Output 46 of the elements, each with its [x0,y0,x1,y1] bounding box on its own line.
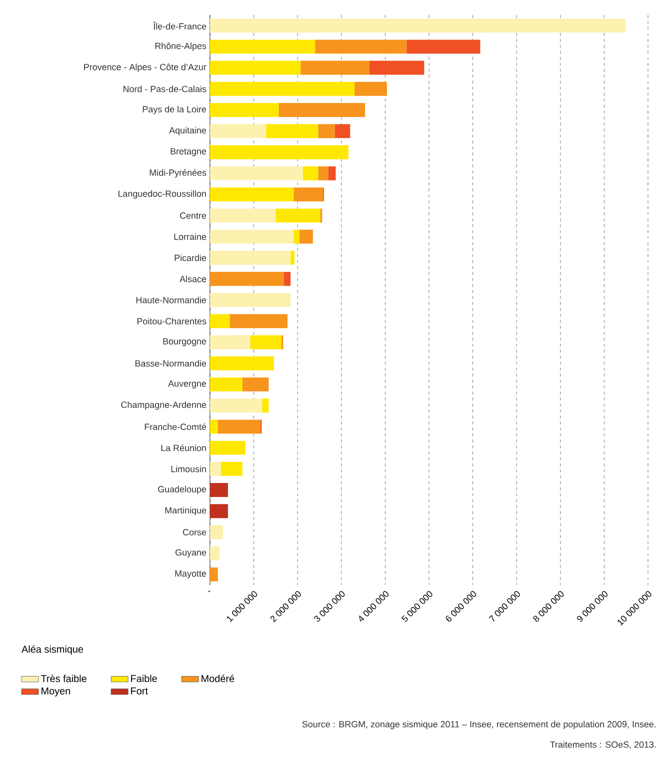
y-tick-label: Île-de-France [152,22,206,30]
y-tick-label: Bretagne [170,148,206,156]
x-tick-label: - [208,590,210,592]
y-tick-label: Lorraine [174,233,206,240]
source-note: Source : BRGM, zonage sismique 2011 – Insee, recensement de population 2009, Insee. [302,720,656,730]
y-tick-label: Alsace [180,276,206,282]
x-tick-label: 8 000 000 [533,591,564,622]
y-tick-label: Guadeloupe [158,486,206,494]
x-tick-label: 1 000 000 [226,591,258,622]
y-tick-label: Centre [180,212,206,219]
x-tick-label: 7 000 000 [488,591,520,622]
y-tick-label: Corse [183,529,206,536]
y-tick-label: Guyane [176,549,206,558]
legend-title: Aléa sismique [22,645,84,655]
y-tick-label: Auvergne [168,380,206,388]
y-tick-label: Haute-Normandie [136,296,206,304]
x-tick-label: 2 000 000 [270,591,301,622]
x-tick-label: 3 000 000 [314,591,345,622]
y-tick-label: Rhône-Alpes [155,42,206,51]
y-tick-label: Picardie [174,254,206,262]
legend-label: Moyen [42,687,70,696]
y-tick-label: Limousin [171,466,206,472]
y-tick-label: Martinique [165,506,206,516]
y-tick-label: Pays de la Loire [142,106,206,114]
y-tick-label: Champagne-Ardenne [121,401,206,410]
y-tick-label: Basse-Normandie [135,360,206,367]
y-tick-label: Aquitaine [169,126,206,136]
x-tick-label: 6 000 000 [446,591,476,622]
y-tick-label: Nord - Pas-de-Calais [124,86,206,92]
x-tick-label: 9 000 000 [577,591,608,622]
y-tick-label: Poitou-Charentes [137,318,206,324]
y-tick-label: Languedoc-Roussillon [118,190,206,199]
x-tick-label: 10 000 000 [618,591,652,626]
y-tick-label: Bourgogne [163,338,206,346]
y-tick-label: Franche-Comté [144,423,206,430]
y-tick-label: Midi-Pyrénées [150,169,206,178]
legend-label: Modéré [202,674,234,682]
legend-label: Faible [131,674,157,682]
y-tick-label: Mayotte [175,570,206,578]
text: Traitements : SOeS, 2013. [550,741,656,749]
y-tick-label: La Réunion [161,444,206,452]
y-tick-label: Provence - Alpes - Côte d’Azur [84,64,206,72]
x-tick-label: 4 000 000 [359,591,389,622]
x-tick-label: 5 000 000 [401,591,432,622]
legend-label: Très faible [40,674,86,682]
legend-label: Fort [131,687,148,694]
